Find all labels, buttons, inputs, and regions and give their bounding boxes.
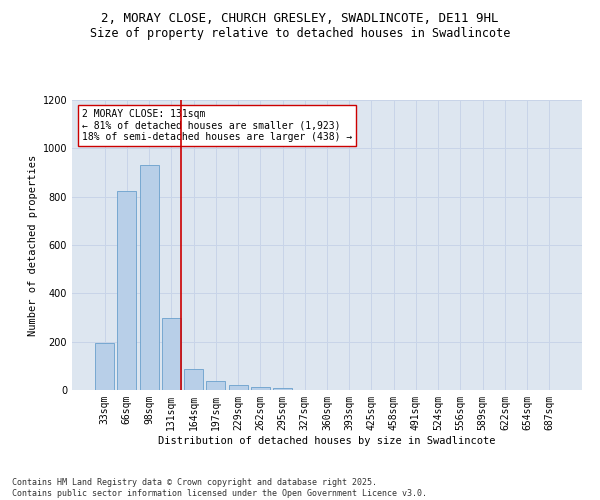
Text: 2, MORAY CLOSE, CHURCH GRESLEY, SWADLINCOTE, DE11 9HL: 2, MORAY CLOSE, CHURCH GRESLEY, SWADLINC… [101, 12, 499, 26]
Bar [95, 343, 114, 390]
Bar [251, 387, 270, 390]
Text: 2 MORAY CLOSE: 131sqm
← 81% of detached houses are smaller (1,923)
18% of semi-d: 2 MORAY CLOSE: 131sqm ← 81% of detached … [82, 108, 352, 142]
X-axis label: Distribution of detached houses by size in Swadlincote: Distribution of detached houses by size … [158, 436, 496, 446]
Bar [184, 370, 203, 390]
Bar [206, 381, 225, 390]
Bar [273, 388, 292, 390]
Bar [162, 318, 181, 390]
Text: Contains HM Land Registry data © Crown copyright and database right 2025.
Contai: Contains HM Land Registry data © Crown c… [12, 478, 427, 498]
Bar [140, 165, 158, 390]
Text: Size of property relative to detached houses in Swadlincote: Size of property relative to detached ho… [90, 28, 510, 40]
Bar [229, 385, 248, 390]
Bar [118, 190, 136, 390]
Y-axis label: Number of detached properties: Number of detached properties [28, 154, 38, 336]
